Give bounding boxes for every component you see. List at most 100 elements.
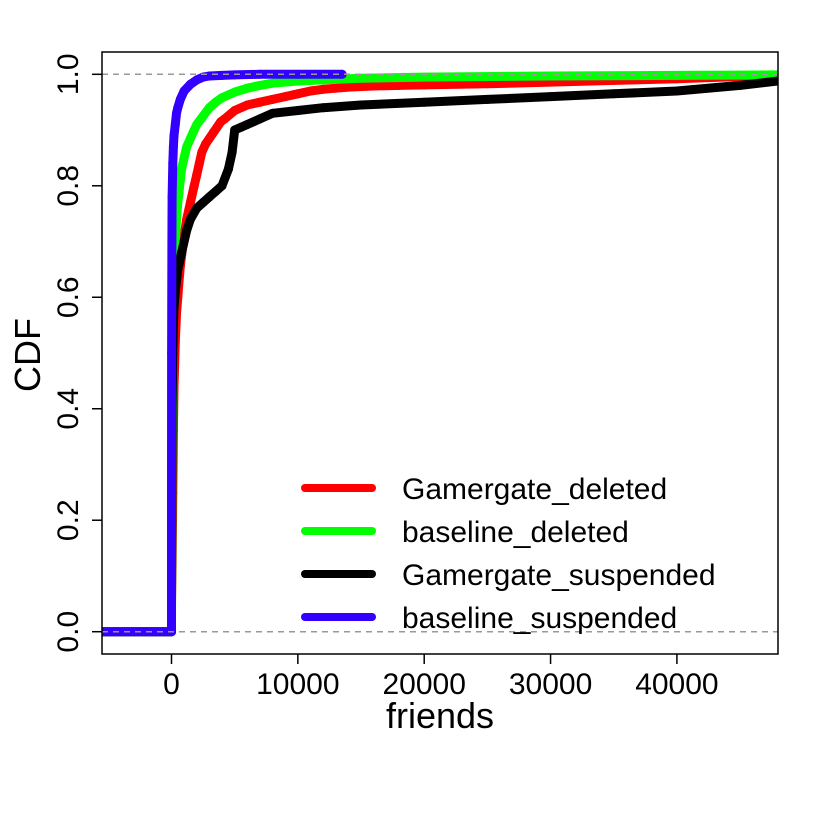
data-point xyxy=(255,97,265,107)
data-point xyxy=(167,348,177,358)
data-point xyxy=(369,81,379,91)
data-point xyxy=(185,79,195,89)
data-point xyxy=(179,86,189,96)
data-point xyxy=(419,80,429,90)
data-point xyxy=(546,71,556,81)
data-point xyxy=(175,175,185,185)
legend-item: Gamergate_deleted xyxy=(301,473,667,506)
reference-lines xyxy=(102,73,778,633)
data-point xyxy=(223,164,233,174)
data-point xyxy=(220,114,230,124)
data-point xyxy=(192,120,202,129)
legend-item: baseline_suspended xyxy=(301,602,677,635)
data-point xyxy=(242,83,252,93)
series-Gamergate_deleted xyxy=(102,70,778,637)
data-point xyxy=(343,82,353,92)
y-tick-label: 0.0 xyxy=(52,611,85,653)
legend-label: Gamergate_suspended xyxy=(402,559,716,592)
data-point xyxy=(204,103,214,113)
data-point xyxy=(217,181,227,191)
data-point xyxy=(168,159,178,168)
series-line xyxy=(102,69,347,637)
data-point xyxy=(394,80,404,90)
data-point xyxy=(546,92,556,102)
y-tick-label: 0.6 xyxy=(52,276,85,318)
data-point xyxy=(198,198,208,207)
data-point xyxy=(268,94,278,104)
series-layer xyxy=(102,69,778,637)
data-point xyxy=(169,131,179,141)
data-point xyxy=(198,111,208,121)
data-point xyxy=(168,142,178,152)
legend-item: Gamergate_suspended xyxy=(301,559,716,592)
x-tick-label: 30000 xyxy=(509,668,592,701)
data-point xyxy=(192,203,202,213)
data-point xyxy=(230,87,240,97)
data-point xyxy=(182,225,192,235)
axes: 0 10000 20000 30000 40000 0.0 0.2 0.4 0.6 0.8 1.0 xyxy=(52,53,719,701)
data-point xyxy=(280,92,290,102)
data-point xyxy=(182,142,192,152)
data-point xyxy=(672,86,682,96)
data-point xyxy=(773,76,778,86)
data-point xyxy=(337,69,347,79)
data-point xyxy=(482,79,492,89)
data-point xyxy=(179,153,189,163)
data-point xyxy=(217,93,227,103)
data-point xyxy=(356,73,366,83)
y-tick-label: 1.0 xyxy=(52,53,85,95)
data-point xyxy=(174,259,184,269)
data-point xyxy=(204,71,214,81)
data-point xyxy=(185,198,195,207)
data-point xyxy=(177,248,187,258)
y-axis-label: CDF xyxy=(7,318,48,392)
data-point xyxy=(672,70,682,80)
data-point xyxy=(194,159,204,168)
legend-label: baseline_suspended xyxy=(402,602,677,635)
data-point xyxy=(185,214,195,224)
data-point xyxy=(255,80,265,90)
x-tick-label: 0 xyxy=(163,668,180,701)
y-tick-label: 0.4 xyxy=(52,388,85,430)
plot-frame xyxy=(101,51,779,655)
data-point xyxy=(227,147,237,157)
x-tick-label: 10000 xyxy=(256,668,339,701)
data-point xyxy=(293,89,303,99)
data-point xyxy=(293,69,303,79)
legend-item: baseline_deleted xyxy=(301,516,629,549)
legend-label: baseline_deleted xyxy=(402,516,629,549)
data-point xyxy=(167,237,177,246)
data-point xyxy=(217,70,227,80)
data-point xyxy=(204,192,214,202)
y-tick-label: 0.8 xyxy=(52,165,85,207)
data-point xyxy=(170,120,180,129)
data-point xyxy=(179,237,189,246)
data-point xyxy=(306,86,315,96)
data-point xyxy=(211,97,221,107)
y-tick-label: 0.2 xyxy=(52,499,85,541)
data-point xyxy=(242,100,252,110)
data-point xyxy=(331,83,341,93)
data-point xyxy=(185,133,195,143)
data-point xyxy=(318,84,328,94)
data-point xyxy=(318,103,328,113)
data-point xyxy=(192,170,202,180)
data-point xyxy=(419,97,429,107)
data-point xyxy=(482,94,492,104)
data-point xyxy=(175,94,185,104)
data-point xyxy=(242,120,252,129)
data-point xyxy=(173,103,183,113)
data-point xyxy=(609,89,619,99)
data-point xyxy=(167,487,176,497)
data-point xyxy=(211,186,221,196)
x-tick-label: 20000 xyxy=(382,668,465,701)
x-axis-label: friends xyxy=(386,695,494,736)
x-tick-label: 40000 xyxy=(635,668,718,701)
data-point xyxy=(189,181,199,191)
data-point xyxy=(197,147,207,157)
data-point xyxy=(293,106,303,115)
data-point xyxy=(174,186,184,196)
series-baseline_suspended xyxy=(102,69,347,637)
legend-label: Gamergate_deleted xyxy=(402,473,667,506)
